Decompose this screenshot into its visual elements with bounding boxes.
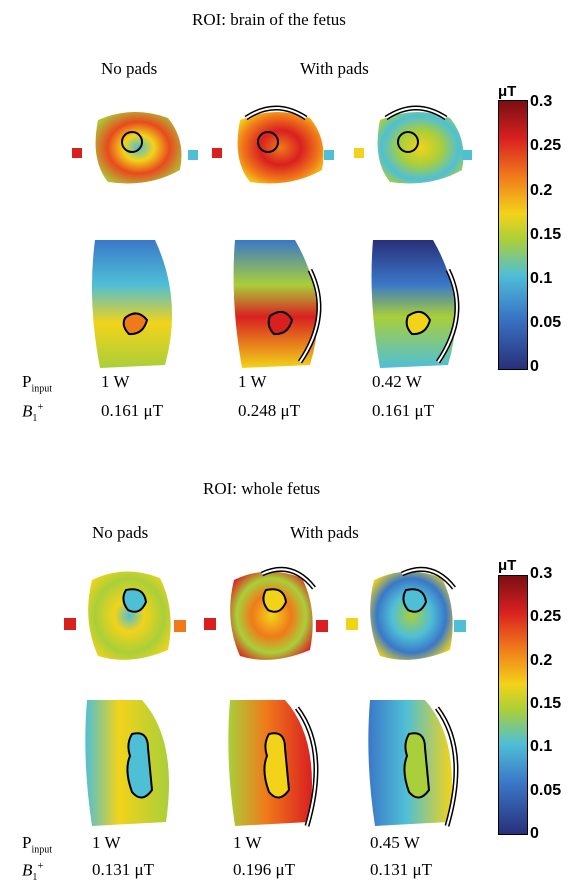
colorbar-tick: 0.2	[530, 652, 553, 669]
section-title-whole: ROI: whole fetus	[203, 479, 321, 498]
b1-value-no-pads-1: 0.161 μT	[101, 401, 163, 420]
colorbar-tick: 0	[530, 825, 539, 842]
p-value-no-pads-2: 1 W	[92, 833, 121, 852]
p-value-reduced-1: 0.42 W	[372, 372, 422, 391]
col-label-no-pads: No pads	[92, 523, 149, 542]
colorbar-tick: 0.2	[530, 182, 553, 199]
col-label-no-pads: No pads	[101, 59, 158, 78]
p-input-label-1: Pinput	[22, 372, 53, 395]
axial-map-no-pads-1	[72, 111, 198, 184]
b1-value-reduced-1: 0.161 μT	[372, 401, 434, 420]
axial-map-with-pads-reduced-2	[346, 566, 466, 660]
colorbar-tick: 0.05	[530, 782, 562, 799]
colorbar-tick: 0.3	[530, 93, 553, 110]
b1-label-2: B1+	[22, 860, 44, 884]
axial-map-with-pads-reduced-1	[354, 105, 472, 184]
b1-value-reduced-2: 0.131 μT	[370, 860, 432, 879]
b1-value-with-pads-2: 0.196 μT	[233, 860, 295, 879]
p-value-with-pads-2: 1 W	[233, 833, 262, 852]
colorbar-tick: 0	[530, 358, 539, 375]
axial-map-no-pads-2	[64, 571, 186, 660]
colorbar-tick: 0.05	[530, 314, 562, 331]
b1-value-with-pads-1: 0.248 μT	[238, 401, 300, 420]
sagittal-map-with-pads-1	[233, 240, 322, 368]
col-label-with-pads: With pads	[300, 59, 369, 78]
colorbar-tick: 0.1	[530, 270, 553, 287]
section-title-brain: ROI: brain of the fetus	[192, 10, 346, 29]
col-label-with-pads: With pads	[290, 523, 359, 542]
axial-map-with-pads-1	[212, 105, 334, 184]
colorbar-tick: 0.3	[530, 565, 553, 582]
sagittal-map-no-pads-1	[91, 240, 173, 368]
p-value-no-pads-1: 1 W	[101, 372, 130, 391]
colorbar-tick: 0.25	[530, 608, 562, 625]
colorbar-unit-2: μT	[498, 557, 517, 574]
sagittal-map-with-pads-reduced-1	[371, 240, 460, 368]
b1-label-1: B1+	[22, 401, 44, 425]
colorbar-2	[498, 575, 528, 835]
p-value-with-pads-1: 1 W	[238, 372, 267, 391]
colorbar-tick: 0.15	[530, 695, 562, 712]
colorbar-1	[498, 100, 528, 370]
b1-value-no-pads-2: 0.131 μT	[92, 860, 154, 879]
sagittal-map-with-pads-reduced-2	[368, 700, 459, 827]
colorbar-tick: 0.1	[530, 738, 553, 755]
sagittal-map-with-pads-2	[228, 700, 319, 827]
axial-map-with-pads-2	[204, 566, 328, 660]
p-value-reduced-2: 0.45 W	[370, 833, 420, 852]
colorbar-unit-1: μT	[498, 83, 517, 100]
colorbar-tick: 0.25	[530, 137, 562, 154]
sagittal-map-no-pads-2	[85, 700, 169, 826]
p-input-label-2: Pinput	[22, 833, 53, 856]
colorbar-tick: 0.15	[530, 226, 562, 243]
